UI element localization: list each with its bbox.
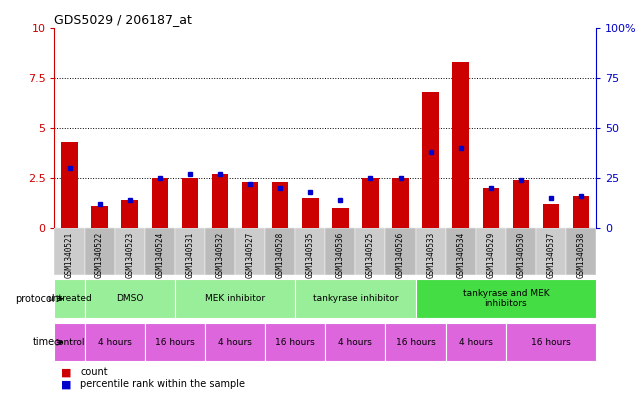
Bar bbox=[121, 200, 138, 228]
Bar bbox=[54, 279, 85, 318]
Text: 16 hours: 16 hours bbox=[276, 338, 315, 347]
Text: GSM1340527: GSM1340527 bbox=[246, 232, 254, 278]
Text: 16 hours: 16 hours bbox=[531, 338, 571, 347]
Bar bbox=[145, 228, 175, 275]
Bar bbox=[536, 228, 566, 275]
Text: ■: ■ bbox=[61, 367, 71, 377]
Text: protocol: protocol bbox=[15, 294, 54, 304]
Bar bbox=[212, 174, 228, 228]
Bar bbox=[483, 188, 499, 228]
Bar bbox=[362, 178, 379, 228]
Bar bbox=[415, 279, 596, 318]
Bar bbox=[62, 142, 78, 228]
Text: GSM1340522: GSM1340522 bbox=[95, 232, 104, 278]
Bar bbox=[543, 204, 559, 228]
Bar bbox=[332, 208, 349, 228]
Text: GSM1340525: GSM1340525 bbox=[366, 232, 375, 278]
Bar bbox=[422, 92, 439, 228]
Bar bbox=[445, 228, 476, 275]
Bar bbox=[296, 279, 415, 318]
Text: GSM1340526: GSM1340526 bbox=[396, 232, 405, 278]
Bar bbox=[513, 180, 529, 228]
Bar bbox=[151, 178, 168, 228]
Bar bbox=[296, 228, 326, 275]
Text: GDS5029 / 206187_at: GDS5029 / 206187_at bbox=[54, 13, 192, 26]
Text: untreated: untreated bbox=[47, 294, 92, 303]
Text: GSM1340533: GSM1340533 bbox=[426, 232, 435, 278]
Bar bbox=[265, 323, 326, 362]
Bar bbox=[175, 279, 296, 318]
Bar bbox=[175, 228, 205, 275]
Bar bbox=[326, 228, 355, 275]
Bar bbox=[573, 196, 589, 228]
Text: percentile rank within the sample: percentile rank within the sample bbox=[80, 379, 245, 389]
Bar bbox=[205, 228, 235, 275]
Text: 16 hours: 16 hours bbox=[395, 338, 435, 347]
Text: DMSO: DMSO bbox=[116, 294, 144, 303]
Text: GSM1340524: GSM1340524 bbox=[155, 232, 164, 278]
Bar bbox=[85, 279, 175, 318]
Bar bbox=[85, 323, 145, 362]
Bar bbox=[235, 228, 265, 275]
Bar bbox=[54, 323, 85, 362]
Text: 4 hours: 4 hours bbox=[218, 338, 252, 347]
Text: 16 hours: 16 hours bbox=[155, 338, 195, 347]
Text: GSM1340529: GSM1340529 bbox=[487, 232, 495, 278]
Text: 4 hours: 4 hours bbox=[459, 338, 493, 347]
Bar bbox=[302, 198, 319, 228]
Bar bbox=[272, 182, 288, 228]
Text: GSM1340531: GSM1340531 bbox=[185, 232, 194, 278]
Text: 4 hours: 4 hours bbox=[338, 338, 372, 347]
Text: time: time bbox=[32, 337, 54, 347]
Bar bbox=[355, 228, 385, 275]
Bar bbox=[115, 228, 145, 275]
Bar bbox=[392, 178, 409, 228]
Bar bbox=[566, 228, 596, 275]
Text: control: control bbox=[54, 338, 85, 347]
Bar bbox=[242, 182, 258, 228]
Text: GSM1340521: GSM1340521 bbox=[65, 232, 74, 278]
Bar bbox=[476, 228, 506, 275]
Text: GSM1340528: GSM1340528 bbox=[276, 232, 285, 278]
Text: count: count bbox=[80, 367, 108, 377]
Text: GSM1340530: GSM1340530 bbox=[517, 232, 526, 278]
Bar bbox=[145, 323, 205, 362]
Bar bbox=[415, 228, 445, 275]
Bar bbox=[92, 206, 108, 228]
Text: GSM1340523: GSM1340523 bbox=[125, 232, 134, 278]
Text: ■: ■ bbox=[61, 379, 71, 389]
Bar bbox=[85, 228, 115, 275]
Text: MEK inhibitor: MEK inhibitor bbox=[205, 294, 265, 303]
Bar bbox=[385, 323, 445, 362]
Text: GSM1340538: GSM1340538 bbox=[577, 232, 586, 278]
Text: GSM1340536: GSM1340536 bbox=[336, 232, 345, 278]
Bar bbox=[385, 228, 415, 275]
Bar bbox=[453, 62, 469, 228]
Bar bbox=[326, 323, 385, 362]
Text: GSM1340532: GSM1340532 bbox=[215, 232, 224, 278]
Text: GSM1340534: GSM1340534 bbox=[456, 232, 465, 278]
Bar bbox=[445, 323, 506, 362]
Bar bbox=[506, 228, 536, 275]
Text: tankyrase inhibitor: tankyrase inhibitor bbox=[313, 294, 398, 303]
Bar bbox=[506, 323, 596, 362]
Text: GSM1340537: GSM1340537 bbox=[547, 232, 556, 278]
Bar bbox=[265, 228, 296, 275]
Text: 4 hours: 4 hours bbox=[97, 338, 131, 347]
Text: tankyrase and MEK
inhibitors: tankyrase and MEK inhibitors bbox=[463, 289, 549, 309]
Text: GSM1340535: GSM1340535 bbox=[306, 232, 315, 278]
Bar bbox=[54, 228, 85, 275]
Bar bbox=[181, 178, 198, 228]
Bar bbox=[205, 323, 265, 362]
